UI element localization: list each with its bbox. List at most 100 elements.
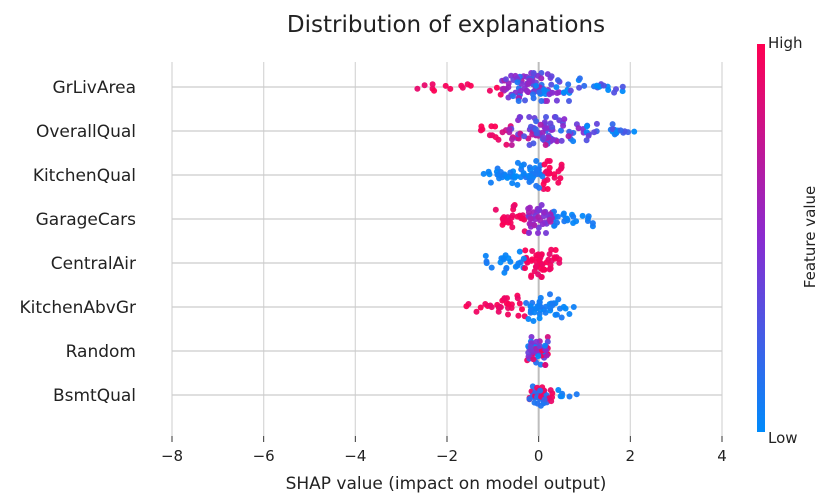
- feature-label: BsmtQual: [53, 386, 136, 406]
- shap-point: [544, 176, 551, 183]
- shap-point: [421, 82, 428, 89]
- shap-point: [584, 123, 590, 130]
- shap-point: [585, 132, 592, 139]
- shap-point: [576, 84, 583, 91]
- shap-point: [497, 304, 504, 311]
- shap-point: [530, 91, 536, 98]
- shap-point: [558, 127, 564, 134]
- shap-point: [564, 217, 571, 224]
- shap-point: [530, 70, 537, 76]
- shap-point: [557, 393, 564, 400]
- shap-point: [518, 162, 525, 169]
- shap-point: [479, 126, 486, 133]
- shap-point: [542, 342, 548, 349]
- shap-point: [500, 214, 507, 221]
- shap-point: [548, 73, 555, 80]
- shap-point: [514, 213, 521, 220]
- shap-point: [522, 97, 528, 104]
- shap-point: [567, 87, 574, 94]
- shap-point: [611, 89, 618, 96]
- shap-point: [570, 138, 577, 145]
- shap-point: [495, 308, 502, 315]
- shap-point: [557, 175, 564, 182]
- shap-point: [550, 136, 556, 143]
- shap-point: [538, 202, 545, 208]
- shap-point: [531, 399, 538, 406]
- shap-point: [533, 158, 540, 164]
- shap-point: [543, 230, 549, 236]
- shap-point: [506, 126, 513, 133]
- shap-point: [617, 127, 624, 134]
- shap-point: [505, 311, 511, 318]
- x-tick-label: −4: [344, 447, 366, 465]
- shap-point: [536, 184, 543, 191]
- shap-dots: [414, 70, 638, 409]
- shap-point: [509, 93, 516, 100]
- shap-point: [513, 173, 520, 180]
- shap-point: [473, 308, 480, 315]
- shap-point: [566, 128, 573, 135]
- shap-point: [600, 82, 607, 89]
- shap-point: [552, 255, 559, 262]
- shap-point: [530, 318, 537, 324]
- shap-point: [540, 181, 547, 187]
- shap-point: [570, 213, 577, 220]
- shap-point: [488, 264, 495, 271]
- feature-label: OverallQual: [36, 122, 136, 142]
- shap-point: [560, 122, 567, 129]
- shap-point: [536, 315, 543, 322]
- shap-point: [520, 255, 527, 262]
- shap-point: [536, 207, 543, 214]
- shap-point: [526, 220, 533, 227]
- shap-point: [541, 87, 548, 94]
- shap-point: [570, 220, 577, 226]
- shap-point: [544, 186, 551, 192]
- shap-point: [547, 305, 554, 312]
- shap-point: [553, 97, 560, 104]
- shap-point: [526, 114, 533, 120]
- shap-point: [560, 303, 567, 310]
- colorbar-gradient: [757, 44, 765, 432]
- shap-point: [540, 186, 547, 192]
- shap-point: [543, 114, 549, 120]
- shap-point: [537, 294, 544, 301]
- shap-point: [619, 88, 626, 95]
- shap-point: [540, 134, 547, 141]
- shap-point: [488, 304, 495, 311]
- shap-point: [459, 84, 466, 91]
- shap-point: [552, 247, 559, 253]
- shap-point: [514, 181, 521, 188]
- shap-point: [528, 257, 535, 264]
- shap-point: [553, 311, 560, 318]
- shap-point: [542, 125, 549, 132]
- shap-point: [560, 89, 567, 96]
- shap-point: [521, 133, 528, 140]
- shap-point: [517, 88, 524, 94]
- shap-point: [467, 82, 474, 89]
- shap-point: [523, 87, 530, 94]
- shap-point: [573, 391, 580, 398]
- shap-point: [535, 214, 542, 220]
- x-axis-label: SHAP value (impact on model output): [286, 474, 607, 494]
- shap-point: [522, 247, 529, 254]
- shap-point: [431, 87, 438, 94]
- shap-point: [482, 301, 489, 307]
- shap-point: [544, 334, 551, 340]
- shap-point: [631, 128, 638, 135]
- shap-point: [517, 114, 524, 121]
- x-tick-label: −8: [161, 447, 183, 465]
- shap-point: [537, 361, 544, 368]
- shap-point: [533, 338, 540, 345]
- shap-point: [515, 260, 522, 267]
- shap-point: [526, 229, 532, 236]
- shap-point: [533, 82, 539, 89]
- shap-point: [500, 256, 507, 263]
- shap-point: [527, 173, 534, 180]
- shap-point: [545, 256, 552, 263]
- shap-point: [508, 142, 515, 148]
- shap-point: [447, 85, 454, 92]
- shap-point: [547, 291, 553, 298]
- x-tick-label: −2: [436, 447, 458, 465]
